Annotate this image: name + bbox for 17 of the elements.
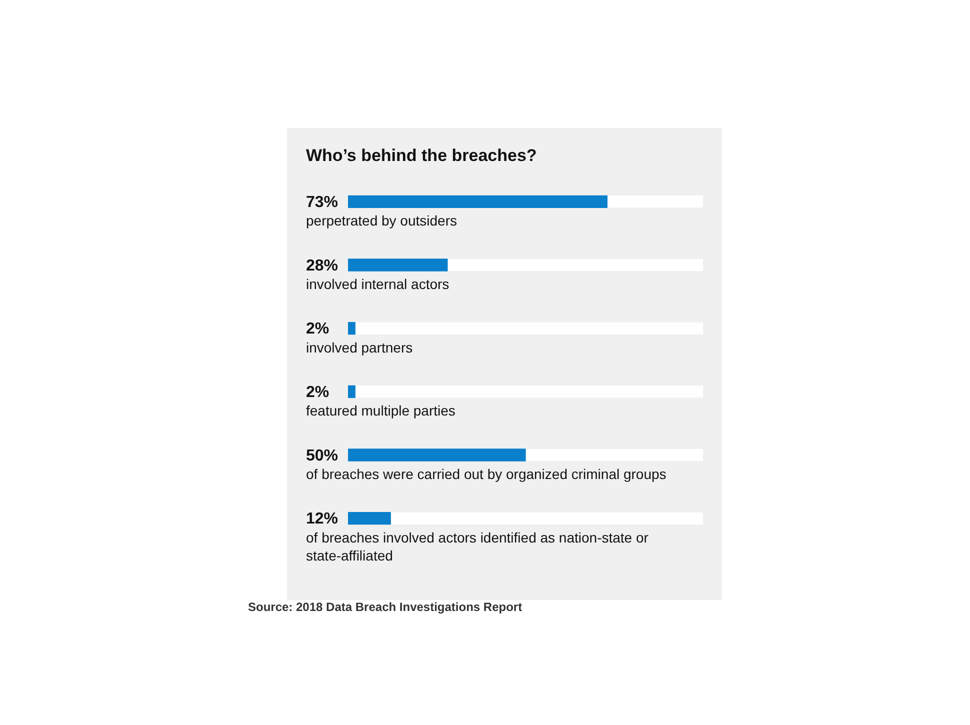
source-note: Source: 2018 Data Breach Investigations Report — [248, 600, 522, 614]
chart-title: Who’s behind the breaches? — [306, 146, 537, 166]
data-label: 73% — [306, 194, 338, 212]
data-label: 12% — [306, 510, 338, 528]
bar — [348, 385, 356, 398]
data-label: 28% — [306, 257, 338, 274]
bar — [348, 512, 391, 525]
data-label: 2% — [306, 320, 330, 338]
y-tick-label: involved partners — [306, 339, 413, 356]
y-tick-label: involved internal actors — [306, 276, 450, 292]
data-label: 50% — [306, 447, 338, 464]
bar — [348, 322, 356, 335]
y-tick-label: perpetrated by outsiders — [306, 212, 457, 229]
y-tick-label: featured multiple parties — [306, 402, 456, 419]
data-label: 2% — [306, 384, 330, 402]
y-tick-label: of breaches were carried out by organized criminal groups — [306, 466, 666, 482]
y-tick-label: of breaches involved actors identified as nation-state or state-affiliated — [306, 529, 649, 564]
